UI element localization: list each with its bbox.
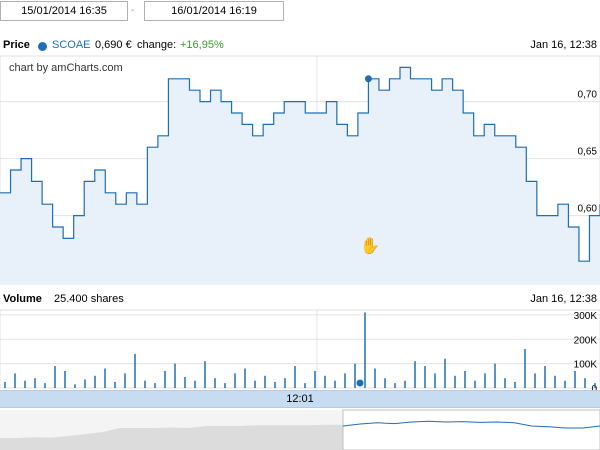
change-value: +16,95% xyxy=(180,39,224,51)
volume-plot-area xyxy=(0,309,600,389)
volume-tick-label: 0 xyxy=(591,384,597,395)
to-date-input[interactable] xyxy=(144,1,284,21)
navigator-selection xyxy=(342,409,600,450)
price-tick-label: 0,65 xyxy=(578,147,598,158)
change-label: change: xyxy=(137,39,177,51)
chart-credit-link[interactable]: chart by amCharts.com xyxy=(9,62,123,74)
navigator-series-line xyxy=(342,420,600,429)
scrollbar-time-label: 12:01 xyxy=(286,393,314,405)
price-value: 0,690 € xyxy=(95,39,132,51)
price-label: Price xyxy=(3,39,30,51)
price-line xyxy=(0,66,600,262)
volume-value: 25.400 shares xyxy=(54,293,124,305)
volume-panel-header: Volume 25.400 shares Jan 16, 12:38 xyxy=(0,292,600,308)
range-separator: - xyxy=(131,5,135,16)
hand-cursor-icon: ✋ xyxy=(360,238,380,255)
from-date-input[interactable] xyxy=(0,1,128,21)
volume-label: Volume xyxy=(3,293,42,305)
symbol-label: SCOAE xyxy=(52,39,91,51)
volume-tick-label: 300K xyxy=(574,311,598,322)
series-marker-icon xyxy=(38,42,47,51)
navigator-history xyxy=(0,424,343,450)
price-date: Jan 16, 12:38 xyxy=(530,39,597,51)
price-panel-header: Price SCOAE 0,690 € change: +16,95% Jan … xyxy=(0,38,600,54)
price-cursor-dot xyxy=(364,75,372,83)
volume-cursor-dot xyxy=(356,379,364,387)
volume-tick-label: 200K xyxy=(574,335,598,346)
volume-date: Jan 16, 12:38 xyxy=(530,293,597,305)
price-area-fill xyxy=(0,67,600,285)
price-tick-label: 0,60 xyxy=(578,204,598,215)
volume-tick-label: 100K xyxy=(574,360,598,371)
scrollbar-drag-area[interactable]: 12:01 xyxy=(0,390,600,408)
price-tick-label: 0,70 xyxy=(578,90,598,101)
